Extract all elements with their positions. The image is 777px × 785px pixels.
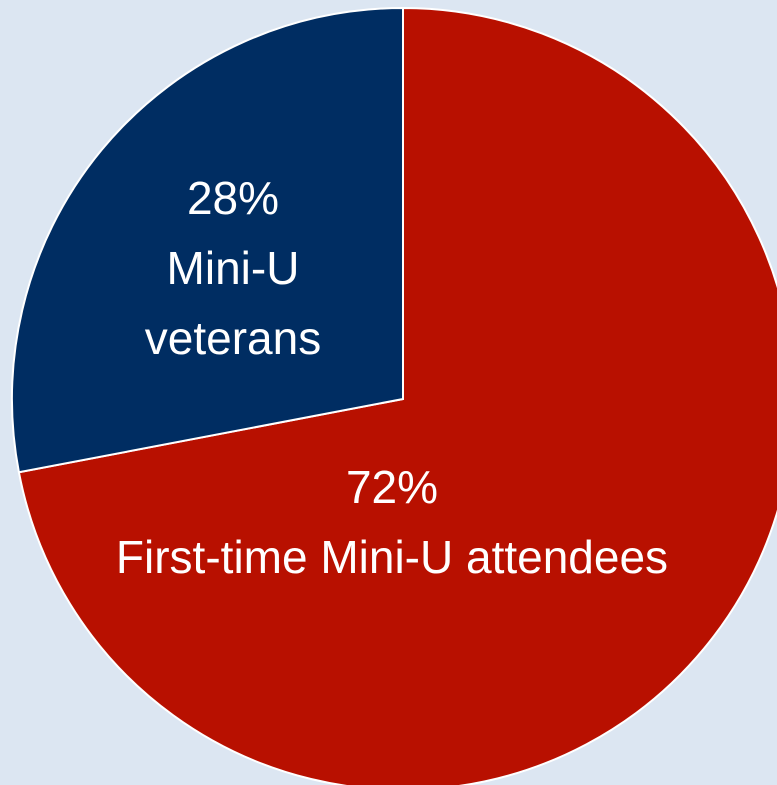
value-label: 28%: [186, 172, 280, 224]
pie-slice: [11, 6, 404, 474]
category-label: Mini-U veterans: [144, 242, 322, 364]
slice-label-box: 28% Mini-U veterans: [103, 163, 363, 373]
slice-label-box: 72% First-time Mini-U attendees: [22, 452, 762, 592]
slice-label: 28% Mini-U veterans: [103, 163, 363, 373]
category-label: First-time Mini-U attendees: [115, 531, 669, 583]
pie-slice: [17, 6, 777, 785]
value-label: 72%: [345, 461, 439, 513]
slice-label: 72% First-time Mini-U attendees: [22, 452, 762, 592]
